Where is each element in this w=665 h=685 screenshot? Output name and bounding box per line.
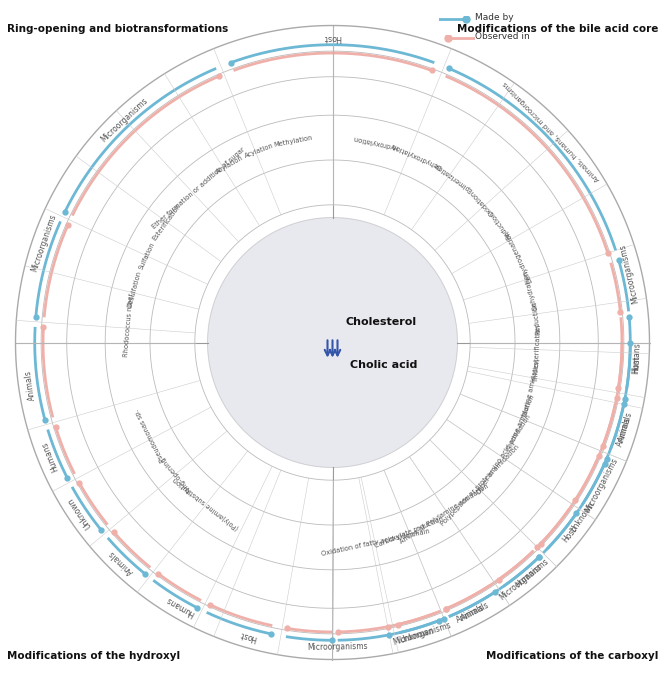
Text: Humans: Humans [632,342,642,375]
Text: Cholic acid: Cholic acid [350,360,418,370]
Text: Humans: Humans [40,440,60,473]
Text: Modifications of the hydroxyl: Modifications of the hydroxyl [7,651,180,661]
Text: Dehydrogenation: Dehydrogenation [503,228,533,284]
Text: Animals: Animals [106,548,135,575]
Text: Host: Host [323,33,342,42]
Text: Animals: Animals [24,369,37,401]
Text: Pseudomonas sp.: Pseudomonas sp. [134,408,166,463]
Text: Epimerization: Epimerization [433,161,473,192]
Text: Taurine amidation: Taurine amidation [523,359,542,419]
Text: (Poly)amine substitution: (Poly)amine substitution [172,476,240,532]
Text: Polypeptide or protein amidation: Polypeptide or protein amidation [440,443,520,527]
Text: Unknown: Unknown [569,500,596,534]
Text: Humans: Humans [164,595,196,619]
Text: Methylation: Methylation [273,135,313,148]
Text: Animals, humans, and microorganisms: Animals, humans, and microorganisms [502,79,601,182]
Text: Microorganisms: Microorganisms [618,243,640,304]
Text: Unknown: Unknown [66,496,94,530]
Text: Thioesterification: Thioesterification [533,324,542,382]
Polygon shape [207,218,458,467]
Text: Dehydration: Dehydration [522,269,539,310]
Text: Animals: Animals [460,601,491,623]
Text: Rhodococcus ruber: Rhodococcus ruber [122,292,134,357]
Text: Microorganisms: Microorganisms [583,457,620,514]
Text: Unknown: Unknown [398,626,435,645]
Text: Observed in: Observed in [475,32,530,41]
Text: Modifications of the carboxyl: Modifications of the carboxyl [486,651,658,661]
Text: Hydroxylation: Hydroxylation [352,134,398,150]
Text: Reduction: Reduction [531,301,541,334]
Text: Esterification: Esterification [152,203,182,242]
Text: Other amino acid amidation: Other amino acid amidation [476,413,533,495]
Text: Cholesterol: Cholesterol [345,317,416,327]
Text: Modifications of the bile acid core: Modifications of the bile acid core [457,24,658,34]
Text: Acylation: Acylation [243,143,275,160]
Text: Microorganisms: Microorganisms [99,96,150,144]
Text: Microorganisms: Microorganisms [391,621,452,647]
Text: Ether formation or addition of sugar: Ether formation or addition of sugar [150,146,245,229]
Text: Carboxylate reduction: Carboxylate reduction [374,516,445,549]
Text: Animals: Animals [455,603,487,625]
Text: Animals: Animals [617,410,634,443]
Text: Microorganisms: Microorganisms [307,643,368,652]
Text: Glycine amidation: Glycine amidation [507,393,536,451]
Text: Animals: Animals [615,416,633,447]
Text: Amine or Polylamine amidation: Amine or Polylamine amidation [398,484,489,545]
Text: Desulfation: Desulfation [127,271,142,308]
Text: Oxidation of fatty acid side chain: Oxidation of fatty acid side chain [321,529,430,558]
Text: Ring-opening and biotransformations: Ring-opening and biotransformations [7,24,228,34]
Text: Microorganisms: Microorganisms [30,213,59,273]
Text: Ring-opening: Ring-opening [159,456,192,493]
Text: Made by: Made by [475,12,514,22]
Text: Host: Host [632,355,642,373]
Text: Oxidation: Oxidation [469,189,495,216]
Text: Sulfation: Sulfation [138,241,156,271]
Text: Microorganisms: Microorganisms [498,557,551,602]
Text: Host: Host [239,629,258,643]
Text: Acylation: Acylation [215,155,245,175]
Text: Host: Host [561,525,579,544]
Text: Dehydroxylation: Dehydroxylation [390,141,442,169]
Text: Reduction: Reduction [488,210,513,240]
Text: Humans: Humans [513,562,543,590]
